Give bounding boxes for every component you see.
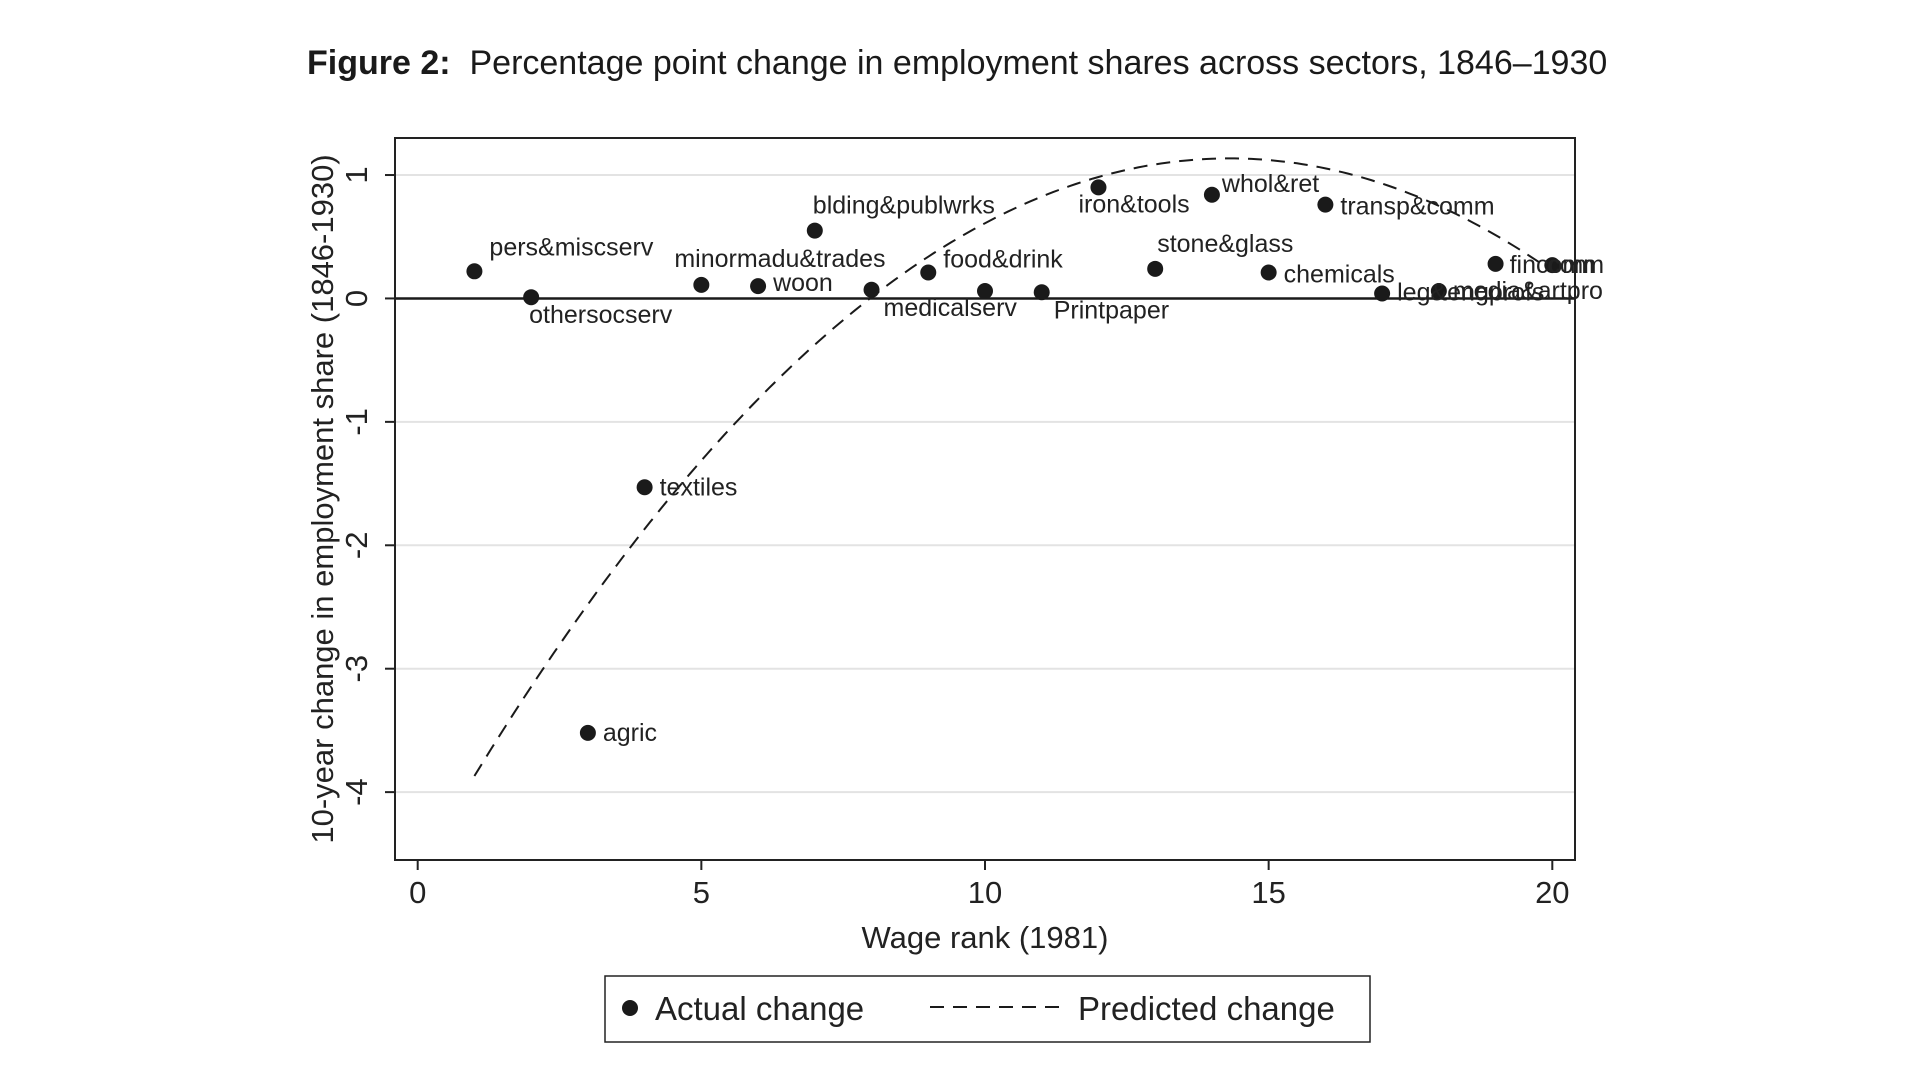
y-tick-label: -4 (339, 778, 374, 806)
predicted-curve-layer (473, 157, 1553, 777)
data-point (636, 479, 653, 496)
legend-box (604, 975, 1371, 1043)
point-label: textiles (660, 473, 738, 501)
data-point (1260, 264, 1277, 281)
data-point (806, 222, 823, 239)
legend-actual-label: Actual change (655, 990, 864, 1027)
point-labels: pers&miscserv othersocserv agric textiles mi… (489, 170, 1604, 747)
data-point (1544, 257, 1561, 274)
point-label: chemicals (1284, 261, 1395, 289)
data-point (1317, 196, 1334, 213)
point-label: othersocserv (529, 301, 673, 329)
data-point (750, 278, 767, 295)
data-points (466, 179, 1561, 741)
data-point (863, 281, 880, 298)
point-label: woon (772, 269, 833, 297)
point-label: blding&publwrks (813, 192, 995, 220)
x-axis-title: Wage rank (1981) (862, 920, 1109, 955)
point-label: medicalserv (884, 294, 1018, 322)
legend-predicted-label: Predicted change (1078, 990, 1335, 1027)
y-tick-label: -3 (339, 655, 374, 683)
point-label: Printpaper (1054, 296, 1169, 324)
data-point (523, 289, 540, 306)
y-tick-label: 1 (339, 166, 374, 183)
data-point (1374, 285, 1391, 302)
point-label: agric (603, 719, 657, 747)
y-tick-label: -1 (339, 408, 374, 436)
x-tick-label: 20 (1535, 875, 1569, 910)
data-point (1203, 186, 1220, 203)
data-point (977, 283, 993, 300)
point-label: com (1547, 251, 1594, 279)
point-label: whol&ret (1221, 170, 1319, 198)
y-axis-title: 10-year change in employment share (1846… (305, 154, 340, 843)
figure-title: Figure 2: Percentage point change in emp… (307, 44, 1607, 83)
x-tick-label: 0 (409, 875, 426, 910)
x-tick-label: 10 (968, 875, 1002, 910)
point-label: stone&glass (1157, 230, 1293, 258)
predicted-curve (473, 157, 1553, 777)
point-label: fincomm (1510, 251, 1604, 279)
data-point (1487, 255, 1504, 272)
legend: Actual change Predicted change (604, 975, 1371, 1043)
data-point (1090, 179, 1107, 196)
data-point (693, 276, 710, 293)
point-label: leg&engprofs (1397, 279, 1544, 307)
point-label: media&artpro (1453, 277, 1603, 305)
point-label: food&drink (943, 246, 1063, 274)
figure-number: Figure 2: (307, 44, 451, 82)
data-point (920, 264, 937, 281)
data-point (579, 724, 596, 741)
y-tick-label: 0 (339, 290, 374, 307)
legend-actual-marker (622, 1000, 638, 1016)
y-axis: -4 -3 -2 -1 0 1 (339, 166, 395, 806)
data-point (1033, 284, 1050, 301)
point-label: pers&miscserv (489, 233, 653, 261)
figure-title-text: Percentage point change in employment sh… (469, 44, 1608, 82)
x-axis: 0 5 10 15 20 (409, 860, 1570, 910)
point-label: transp&comm (1340, 193, 1494, 221)
point-label: minormadu&trades (674, 245, 885, 273)
data-point (466, 263, 483, 280)
data-point (1430, 283, 1447, 300)
data-point (1147, 260, 1164, 277)
x-tick-label: 5 (693, 875, 710, 910)
point-label: iron&tools (1078, 190, 1189, 218)
x-tick-label: 15 (1251, 875, 1285, 910)
y-tick-label: -2 (339, 531, 374, 559)
